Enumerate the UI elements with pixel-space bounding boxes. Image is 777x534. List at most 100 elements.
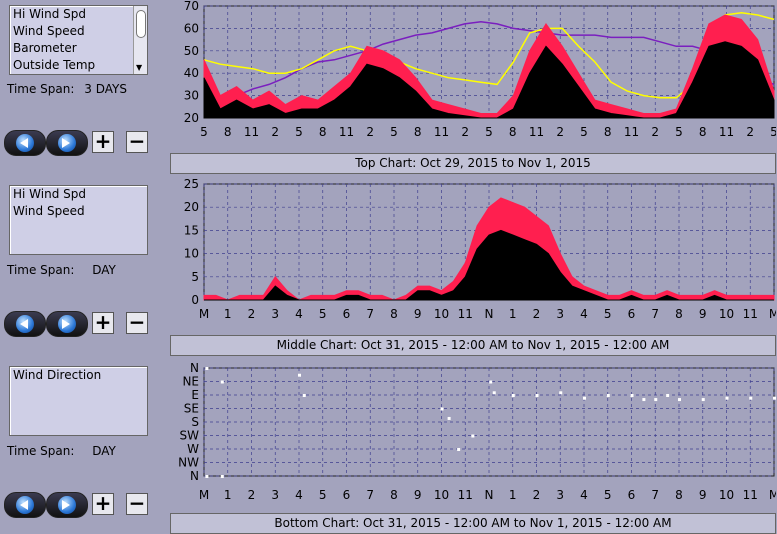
x-tick-label: 11 <box>458 488 473 502</box>
direction-point <box>298 373 301 377</box>
prev-button[interactable] <box>4 492 46 518</box>
x-tick-label: 11 <box>529 125 544 139</box>
y-tick-label: 15 <box>184 223 199 237</box>
x-tick-label: 4 <box>580 307 588 321</box>
x-tick-label: 3 <box>271 307 279 321</box>
x-tick-label: 1 <box>509 307 517 321</box>
list-item[interactable]: Wind Speed <box>13 204 85 218</box>
prev-button[interactable] <box>4 311 46 337</box>
x-tick-label: 10 <box>719 307 734 321</box>
zoom-out-button[interactable]: − <box>126 493 148 515</box>
x-tick-label: 11 <box>624 125 639 139</box>
x-tick-label: N <box>485 307 494 321</box>
top-chart[interactable]: 5 8 11 2 5 8 11 2 5 8 11 2 5 8 11 2 5 8 11 2 5 8 11 2 5203040506… <box>170 0 776 150</box>
direction-point <box>749 396 753 400</box>
x-tick-label: 4 <box>295 488 303 502</box>
direction-point <box>678 398 681 402</box>
x-tick-label: 5 <box>675 125 683 139</box>
y-tick-label: N <box>190 469 199 483</box>
direction-point <box>220 380 224 384</box>
list-item[interactable]: Wind Speed <box>13 24 85 38</box>
x-tick-label: 3 <box>271 488 279 502</box>
direction-point <box>471 434 475 438</box>
x-tick-label: 9 <box>699 488 707 502</box>
x-tick-label: 5 <box>485 125 493 139</box>
top-chart-caption: Top Chart: Oct 29, 2015 to Nov 1, 2015 <box>170 153 776 174</box>
wind-series <box>204 229 774 301</box>
zoom-out-button[interactable]: − <box>126 131 148 153</box>
list-item[interactable]: Outside Temp <box>13 58 96 72</box>
list-item[interactable]: Barometer <box>13 41 77 55</box>
zoom-in-button[interactable]: + <box>92 493 114 515</box>
list-item[interactable]: Wind Direction <box>13 368 102 382</box>
x-tick-label: 2 <box>533 488 541 502</box>
y-tick-label: 20 <box>184 111 199 125</box>
x-tick-label: 2 <box>746 125 754 139</box>
x-tick-label: 2 <box>651 125 659 139</box>
list-item[interactable]: Hi Wind Spd <box>13 187 86 201</box>
x-tick-label: 5 <box>580 125 588 139</box>
x-tick-label: 4 <box>580 488 588 502</box>
next-button[interactable] <box>46 130 88 156</box>
x-tick-label: 6 <box>343 307 351 321</box>
time-span-value: DAY <box>92 263 116 277</box>
x-tick-label: 9 <box>414 307 422 321</box>
y-tick-label: 5 <box>191 270 199 284</box>
x-tick-label: 2 <box>556 125 564 139</box>
x-tick-label: 10 <box>719 488 734 502</box>
x-tick-label: 10 <box>434 307 449 321</box>
y-tick-label: 20 <box>184 200 199 214</box>
time-span-label: Time Span: <box>7 263 75 277</box>
direction-point <box>492 391 496 395</box>
x-tick-label: 5 <box>604 488 612 502</box>
y-tick-label: SE <box>184 402 199 416</box>
time-span-bottom: Time Span: DAY <box>7 444 116 458</box>
x-tick-label: 7 <box>366 307 374 321</box>
series-list-middle[interactable]: Hi Wind Spd Wind Speed <box>9 185 148 255</box>
x-tick-label: 8 <box>604 125 612 139</box>
y-tick-label: 50 <box>184 44 199 58</box>
series-list-top[interactable]: Hi Wind Spd Wind Speed Barometer Outside… <box>9 5 148 75</box>
x-tick-label: 2 <box>366 125 374 139</box>
x-tick-label: 11 <box>719 125 734 139</box>
time-span-value: DAY <box>92 444 116 458</box>
direction-point <box>440 407 444 411</box>
direction-point <box>642 398 646 402</box>
direction-point <box>489 380 493 384</box>
bottom-chart[interactable]: M 1 2 3 4 5 6 7 8 9 10 11 N 1 2 3 4 5 6 7 8 9 10 11 MNNWWSWSSEEN… <box>170 360 776 508</box>
x-tick-label: 7 <box>651 307 659 321</box>
bottom-chart-caption: Bottom Chart: Oct 31, 2015 - 12:00 AM to… <box>170 513 776 534</box>
direction-point <box>511 394 515 397</box>
y-tick-label: N <box>190 361 199 375</box>
x-tick-label: 1 <box>509 488 517 502</box>
zoom-in-button[interactable]: + <box>92 312 114 334</box>
zoom-out-button[interactable]: − <box>126 312 148 334</box>
x-tick-label: 2 <box>271 125 279 139</box>
series-list-bottom[interactable]: Wind Direction <box>9 366 148 436</box>
scroll-thumb[interactable] <box>136 10 146 38</box>
x-tick-label: 8 <box>319 125 327 139</box>
wind-series <box>203 41 775 119</box>
x-tick-label: 8 <box>509 125 517 139</box>
direction-point <box>666 394 670 397</box>
prev-button[interactable] <box>4 130 46 156</box>
x-tick-label: 2 <box>461 125 469 139</box>
list-scrollbar[interactable]: ▼ <box>133 6 147 74</box>
direction-point <box>302 394 306 397</box>
x-tick-label: 5 <box>390 125 398 139</box>
y-tick-label: W <box>187 442 199 456</box>
x-tick-label: 2 <box>248 488 256 502</box>
y-tick-label: S <box>191 415 199 429</box>
x-tick-label: 11 <box>458 307 473 321</box>
x-tick-label: 5 <box>319 488 327 502</box>
next-button[interactable] <box>46 492 88 518</box>
next-button[interactable] <box>46 311 88 337</box>
direction-point <box>606 394 610 397</box>
y-tick-label: 25 <box>184 178 199 191</box>
x-tick-label: 8 <box>224 125 232 139</box>
zoom-in-button[interactable]: + <box>92 131 114 153</box>
x-tick-label: 3 <box>556 307 564 321</box>
scroll-down-arrow-icon[interactable]: ▼ <box>136 63 143 72</box>
list-item[interactable]: Hi Wind Spd <box>13 7 86 21</box>
